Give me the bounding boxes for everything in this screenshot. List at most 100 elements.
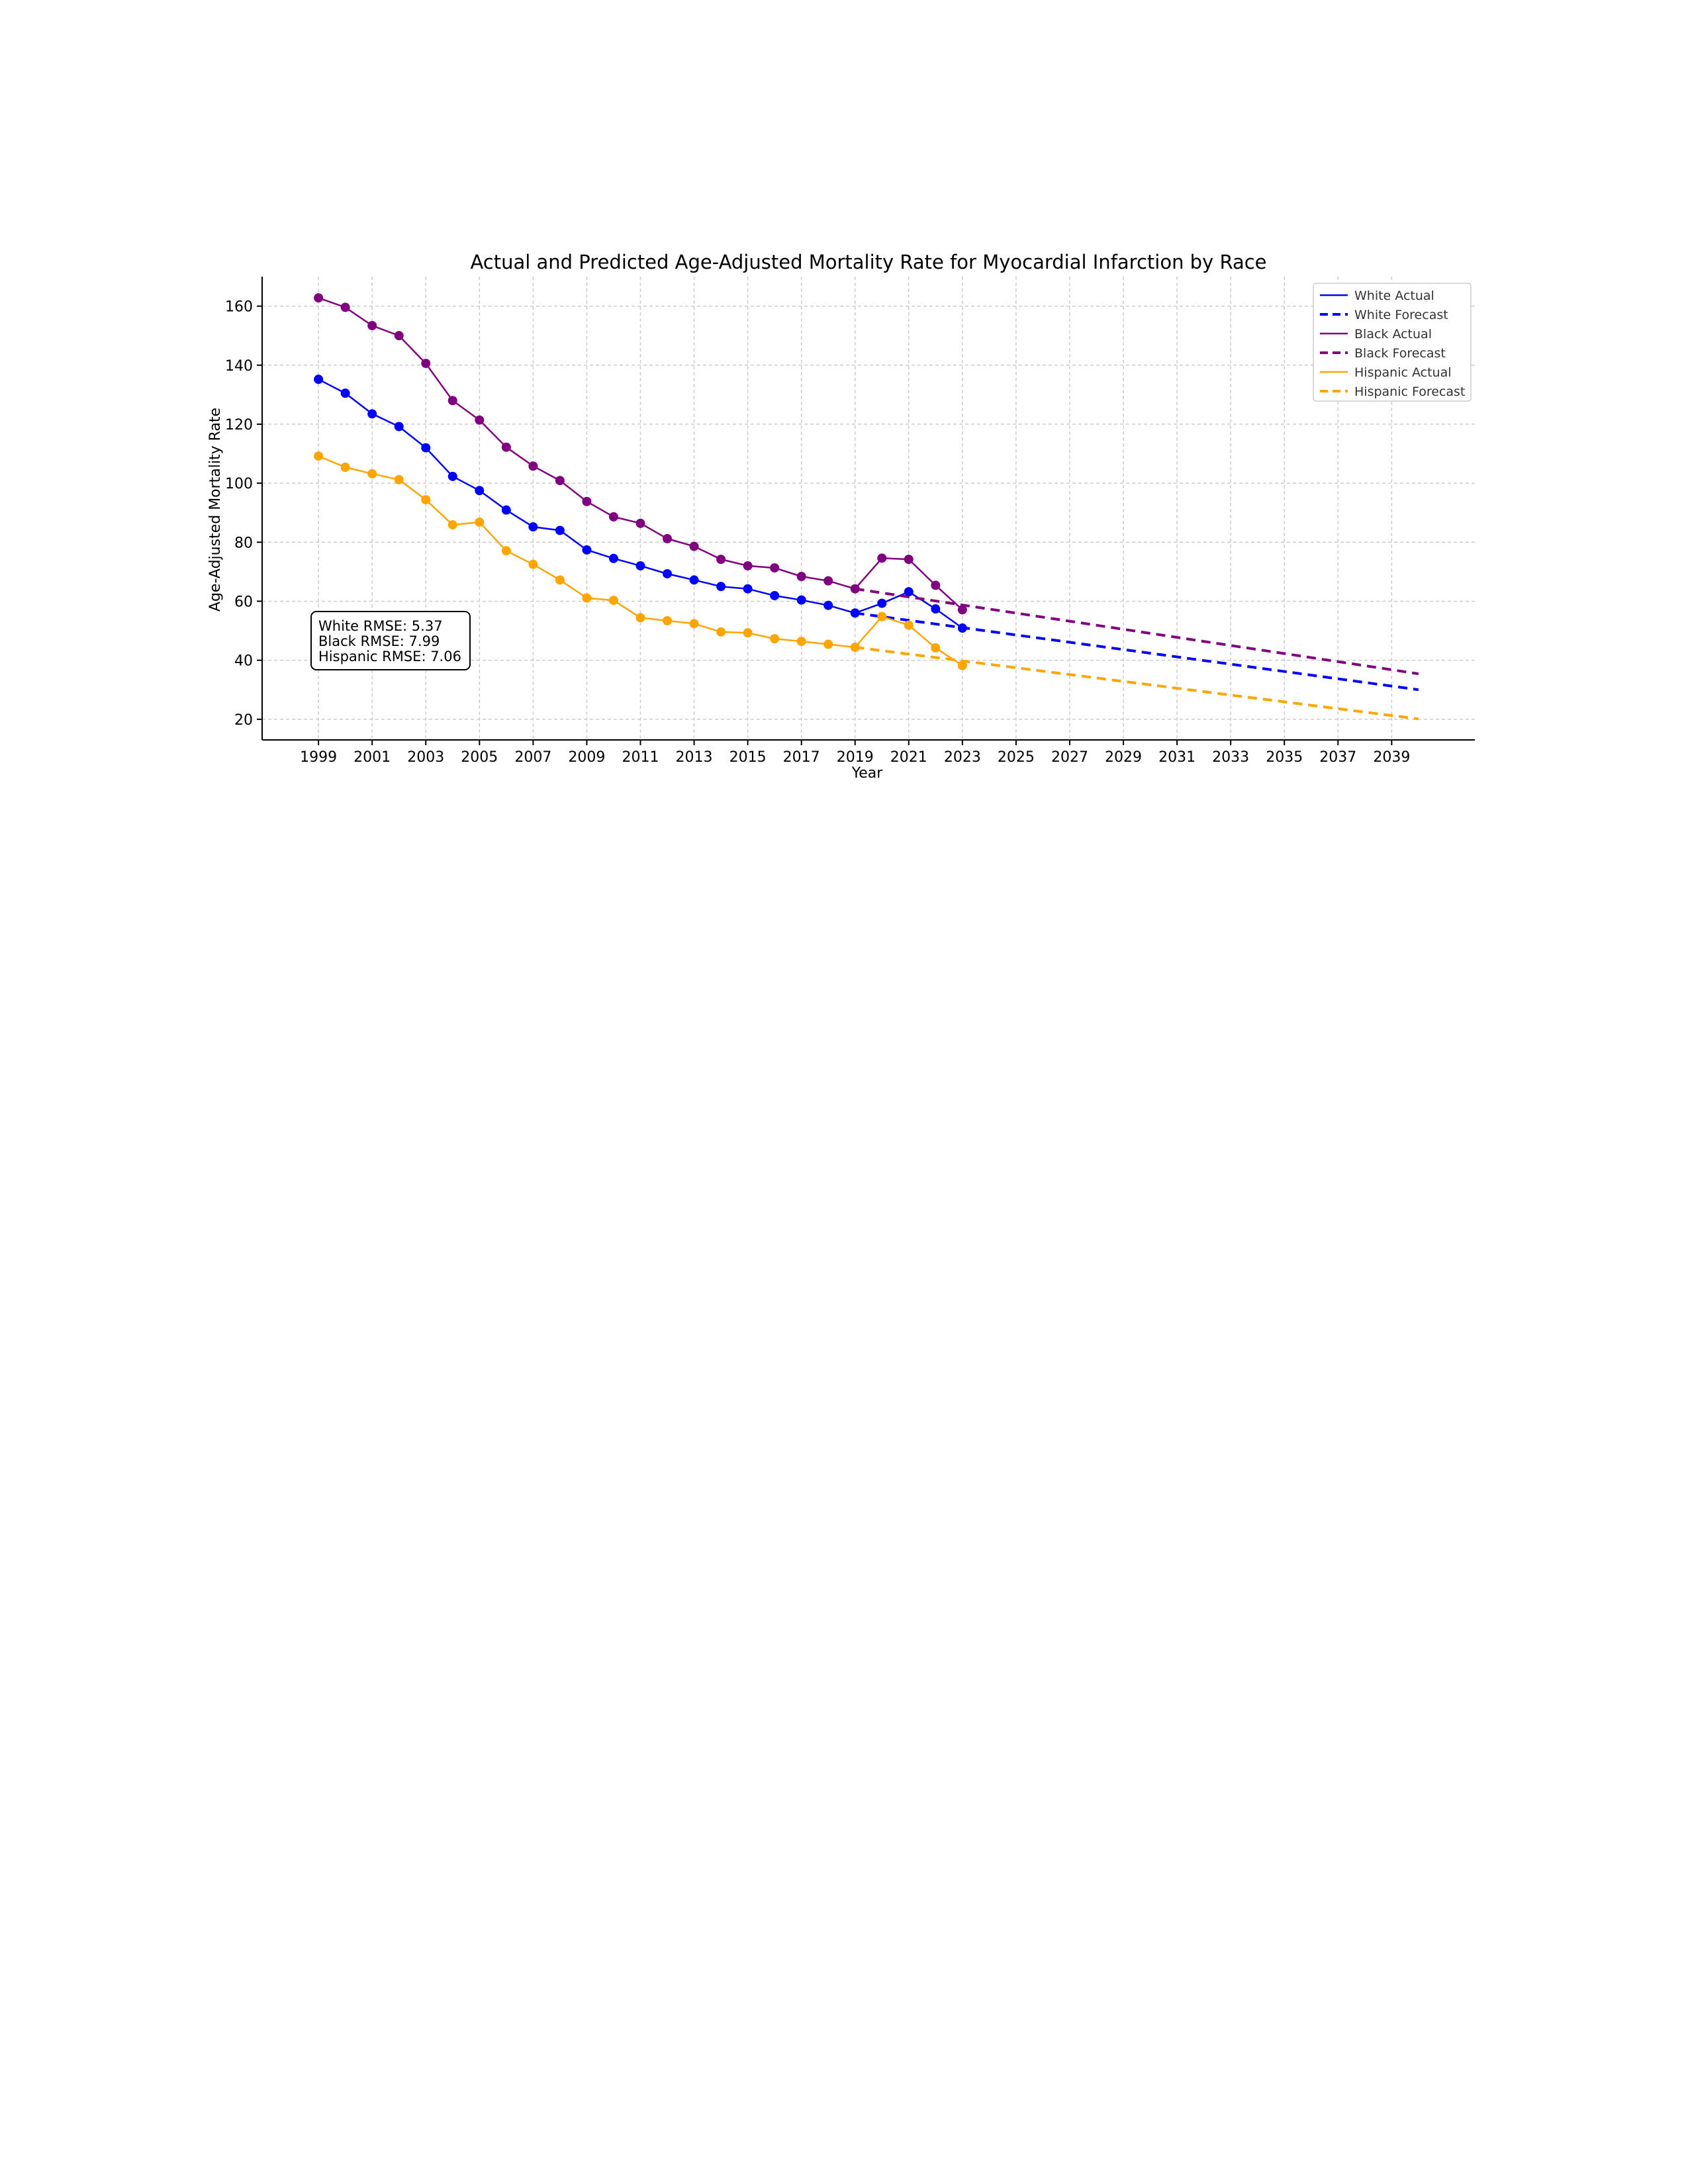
black-actual-point — [904, 555, 914, 565]
black-actual-point — [394, 331, 404, 341]
white-actual-point — [823, 600, 833, 610]
x-tick-label: 2027 — [1051, 749, 1088, 766]
white-actual-point — [394, 422, 404, 432]
hispanic-actual-point — [367, 469, 377, 478]
hispanic-actual-point — [447, 520, 457, 529]
white-actual-point — [931, 604, 941, 614]
hispanic-actual-point — [394, 475, 404, 484]
x-tick-label: 2007 — [514, 749, 551, 766]
white-actual-point — [528, 522, 538, 532]
x-tick-label: 2019 — [837, 749, 874, 766]
axes — [261, 277, 1475, 741]
chart-title: Actual and Predicted Age-Adjusted Mortal… — [470, 251, 1266, 273]
white-forecast-line — [855, 612, 1419, 692]
black-actual-point — [823, 576, 833, 586]
white-actual-point — [663, 569, 673, 578]
black-actual-point — [475, 415, 485, 425]
hispanic-actual-point — [340, 463, 350, 473]
hispanic-actual-point — [796, 637, 806, 647]
y-tick-label: 160 — [225, 299, 253, 316]
hispanic-actual-point — [314, 451, 324, 461]
x-tick-label: 2031 — [1158, 749, 1196, 766]
hispanic-actual-point — [689, 619, 699, 629]
x-tick-label: 2005 — [461, 749, 498, 766]
rmse-line: Black RMSE: 7.99 — [318, 633, 440, 649]
white-actual-point — [904, 587, 914, 597]
black-actual-point — [931, 580, 941, 590]
y-tick-label: 60 — [234, 594, 253, 610]
white-actual-point — [447, 471, 457, 481]
x-tick-label: 2029 — [1105, 749, 1142, 766]
x-tick-label: 2023 — [944, 749, 981, 766]
black-actual-point — [582, 496, 592, 506]
legend-label: Hispanic Actual — [1354, 365, 1452, 380]
hispanic-actual-point — [635, 613, 645, 623]
white-actual-point — [475, 486, 485, 496]
hispanic-actual-point — [904, 620, 914, 630]
white-actual-point — [796, 595, 806, 605]
white-actual-point — [716, 582, 726, 592]
hispanic-actual-point — [770, 634, 780, 644]
black-actual-point — [528, 461, 538, 471]
hispanic-actual-point — [957, 660, 967, 670]
legend-label: White Forecast — [1354, 308, 1448, 322]
x-tick-label: 2001 — [353, 749, 391, 766]
white-actual-point — [582, 545, 592, 555]
rmse-line: Hispanic RMSE: 7.06 — [318, 649, 461, 664]
hispanic-actual-point — [608, 596, 618, 606]
black-actual-point — [689, 541, 699, 551]
black-actual-point — [743, 561, 753, 570]
hispanic-forecast-line — [855, 646, 1419, 721]
y-tick-label: 140 — [225, 358, 253, 375]
black-actual-point — [663, 533, 673, 543]
white-actual-point — [635, 561, 645, 570]
y-tick-label: 40 — [234, 653, 253, 670]
x-tick-label: 2037 — [1319, 749, 1356, 766]
x-tick-label: 2033 — [1212, 749, 1249, 766]
hispanic-actual-point — [823, 639, 833, 649]
x-tick-label: 2011 — [622, 749, 659, 766]
white-actual-point — [314, 375, 324, 385]
hispanic-actual-point — [555, 575, 565, 585]
rmse-line: White RMSE: 5.37 — [318, 618, 443, 634]
legend-label: Black Forecast — [1354, 346, 1446, 361]
black-actual-point — [314, 293, 324, 303]
hispanic-actual-point — [421, 495, 431, 505]
black-actual-point — [957, 605, 967, 615]
white-actual-point — [421, 443, 431, 453]
y-tick-label: 80 — [234, 535, 253, 551]
black-forecast-line — [855, 587, 1419, 676]
hispanic-actual-point — [663, 615, 673, 625]
black-actual-point — [447, 396, 457, 406]
legend-frame — [1313, 283, 1472, 402]
y-tick-label: 20 — [234, 712, 253, 729]
x-tick-label: 2017 — [783, 749, 820, 766]
tick-labels: 1999 2001 2003 2005 2007 2009 2011 2013 2015 2017… — [225, 299, 1410, 766]
black-actual-point — [340, 302, 350, 312]
black-actual-point — [877, 553, 887, 563]
legend-label: Hispanic Forecast — [1354, 385, 1465, 399]
black-actual-point — [796, 571, 806, 581]
y-tick-label: 100 — [225, 476, 253, 492]
legend-label: Black Actual — [1354, 327, 1432, 341]
y-tick-label: 120 — [225, 417, 253, 433]
y-axis-label: Age-Adjusted Mortality Rate — [207, 408, 224, 612]
white-actual-point — [743, 584, 753, 594]
white-actual-point — [770, 590, 780, 600]
hispanic-actual-point — [582, 593, 592, 603]
white-actual-point — [608, 553, 618, 563]
black-actual-point — [608, 512, 618, 522]
x-tick-label: 2021 — [890, 749, 927, 766]
hispanic-actual-point — [475, 517, 485, 527]
x-tick-label: 2025 — [998, 749, 1035, 766]
white-actual-point — [877, 598, 887, 608]
x-tick-label: 2009 — [568, 749, 605, 766]
hispanic-actual-point — [743, 628, 753, 638]
white-actual-point — [555, 525, 565, 535]
black-actual-point — [367, 321, 377, 331]
legend-label: White Actual — [1354, 289, 1434, 303]
hispanic-actual-point — [877, 612, 887, 621]
hispanic-actual-point — [528, 559, 538, 569]
